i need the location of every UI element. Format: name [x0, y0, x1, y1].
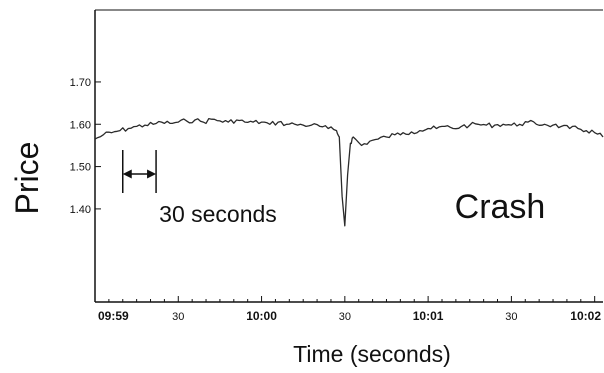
x-tick-label: 10:01 [413, 309, 444, 323]
y-ticks: 1.40 1.50 1.60 1.70 [70, 77, 101, 216]
crash-annotation: Crash [455, 188, 546, 226]
interval-label: 30 seconds [159, 201, 277, 227]
x-tick-label: 09:59 [98, 309, 129, 323]
interval-annotation [122, 150, 157, 193]
x-tick-label: 10:00 [246, 309, 277, 323]
x-tick-label: 30 [172, 311, 184, 323]
plot-frame [94, 9, 603, 303]
interval-arrow-left-head [122, 169, 132, 179]
y-axis-label: Price [9, 142, 45, 215]
x-tick-label: 30 [505, 311, 517, 323]
y-tick-label: 1.40 [70, 204, 91, 216]
x-ticks: 09:59 30 10:00 30 10:01 30 10:02 [94, 296, 601, 323]
y-tick-label: 1.60 [70, 119, 91, 131]
x-tick-label: 10:02 [570, 309, 601, 323]
x-axis-label: Time (seconds) [293, 341, 451, 367]
y-tick-label: 1.70 [70, 77, 91, 89]
x-tick-label: 30 [339, 311, 351, 323]
interval-arrow-right-head [147, 169, 157, 179]
series-line [94, 117, 604, 227]
y-tick-label: 1.50 [70, 162, 91, 174]
